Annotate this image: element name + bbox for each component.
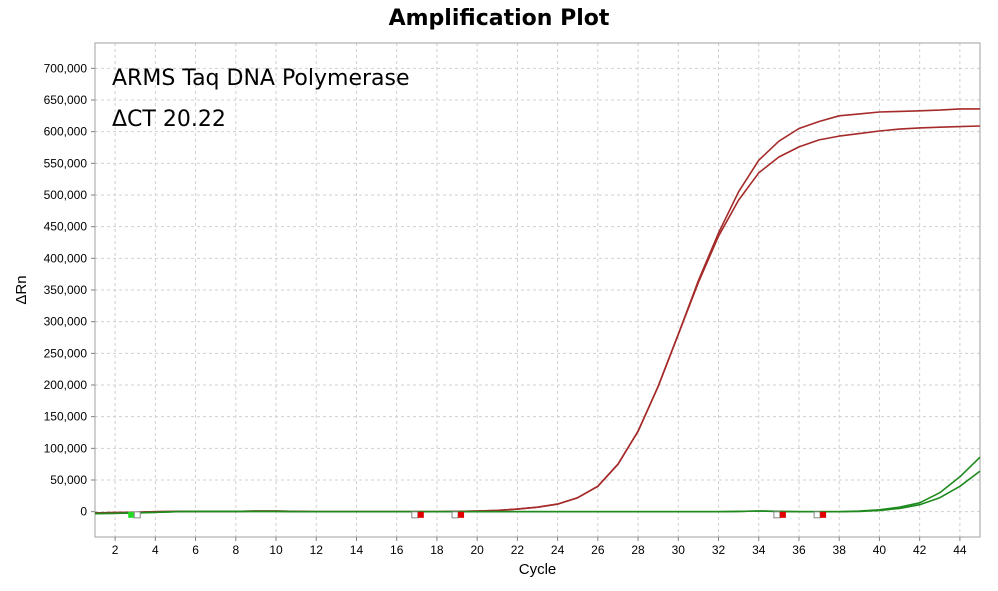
x-tick-label: 40 [873,543,887,557]
marker-box [813,511,821,519]
marker-fill [417,511,424,518]
threshold-markers [128,511,827,519]
marker-fill [820,511,827,518]
x-tick-label: 24 [551,543,565,557]
marker-box [773,511,781,519]
threshold-marker[interactable] [411,511,424,519]
threshold-marker[interactable] [813,511,827,519]
y-tick-label: 550,000 [44,156,88,170]
y-axis-ticks: 0 50,000 100,000 150,000 200,000 250,000 300,0… [44,61,95,519]
x-tick-label: 2 [112,543,119,557]
series-line-4 [94,470,981,515]
x-tick-label: 6 [192,543,199,557]
y-tick-label: 350,000 [44,283,88,297]
y-tick-label: 200,000 [44,378,88,392]
x-tick-label: 36 [792,543,806,557]
x-tick-label: 8 [232,543,239,557]
x-tick-label: 28 [631,543,645,557]
y-axis-label: ΔRn [13,275,30,304]
chart-title: Amplification Plot [388,6,610,31]
threshold-marker[interactable] [451,511,465,519]
x-tick-label: 10 [269,543,283,557]
marker-fill [458,511,465,518]
marker-box [411,511,419,519]
marker-fill [779,511,786,518]
y-tick-label: 600,000 [44,125,88,139]
x-tick-label: 26 [591,543,605,557]
y-tick-label: 500,000 [44,188,88,202]
threshold-marker[interactable] [128,511,141,519]
y-tick-label: 250,000 [44,346,88,360]
y-tick-label: 400,000 [44,251,88,265]
x-tick-label: 38 [833,543,847,557]
x-tick-label: 4 [152,543,159,557]
series-line-2 [94,125,981,514]
y-tick-label: 50,000 [50,473,87,487]
x-tick-label: 32 [712,543,726,557]
grid-lines [95,43,980,537]
y-tick-label: 300,000 [44,315,88,329]
series-line-3 [94,456,981,515]
y-tick-label: 650,000 [44,93,88,107]
x-axis-ticks: 2 4 6 8 10 12 14 16 18 20 22 24 26 28 30 32 34 36 38 40 42 44 [112,537,967,557]
y-tick-label: 150,000 [44,410,88,424]
marker-fill [128,511,135,518]
x-tick-label: 34 [752,543,766,557]
series-layer [94,108,981,515]
threshold-marker[interactable] [773,511,786,519]
y-tick-label: 700,000 [44,61,88,75]
x-tick-label: 14 [350,543,364,557]
annotation-enzyme: ARMS Taq DNA Polymerase [112,66,410,91]
y-tick-label: 100,000 [44,441,88,455]
y-tick-label: 0 [80,505,87,519]
x-tick-label: 30 [672,543,686,557]
x-tick-label: 12 [310,543,324,557]
marker-box [133,511,141,519]
marker-box [451,511,459,519]
series-line-1 [94,108,980,514]
x-tick-label: 18 [430,543,444,557]
x-tick-label: 22 [511,543,525,557]
x-tick-label: 20 [470,543,484,557]
annotation-delta-ct: ΔCT 20.22 [112,107,226,132]
x-tick-label: 42 [913,543,927,557]
x-tick-label: 16 [390,543,404,557]
x-tick-label: 44 [953,543,967,557]
y-tick-label: 450,000 [44,220,88,234]
x-axis-label: Cycle [519,561,557,578]
